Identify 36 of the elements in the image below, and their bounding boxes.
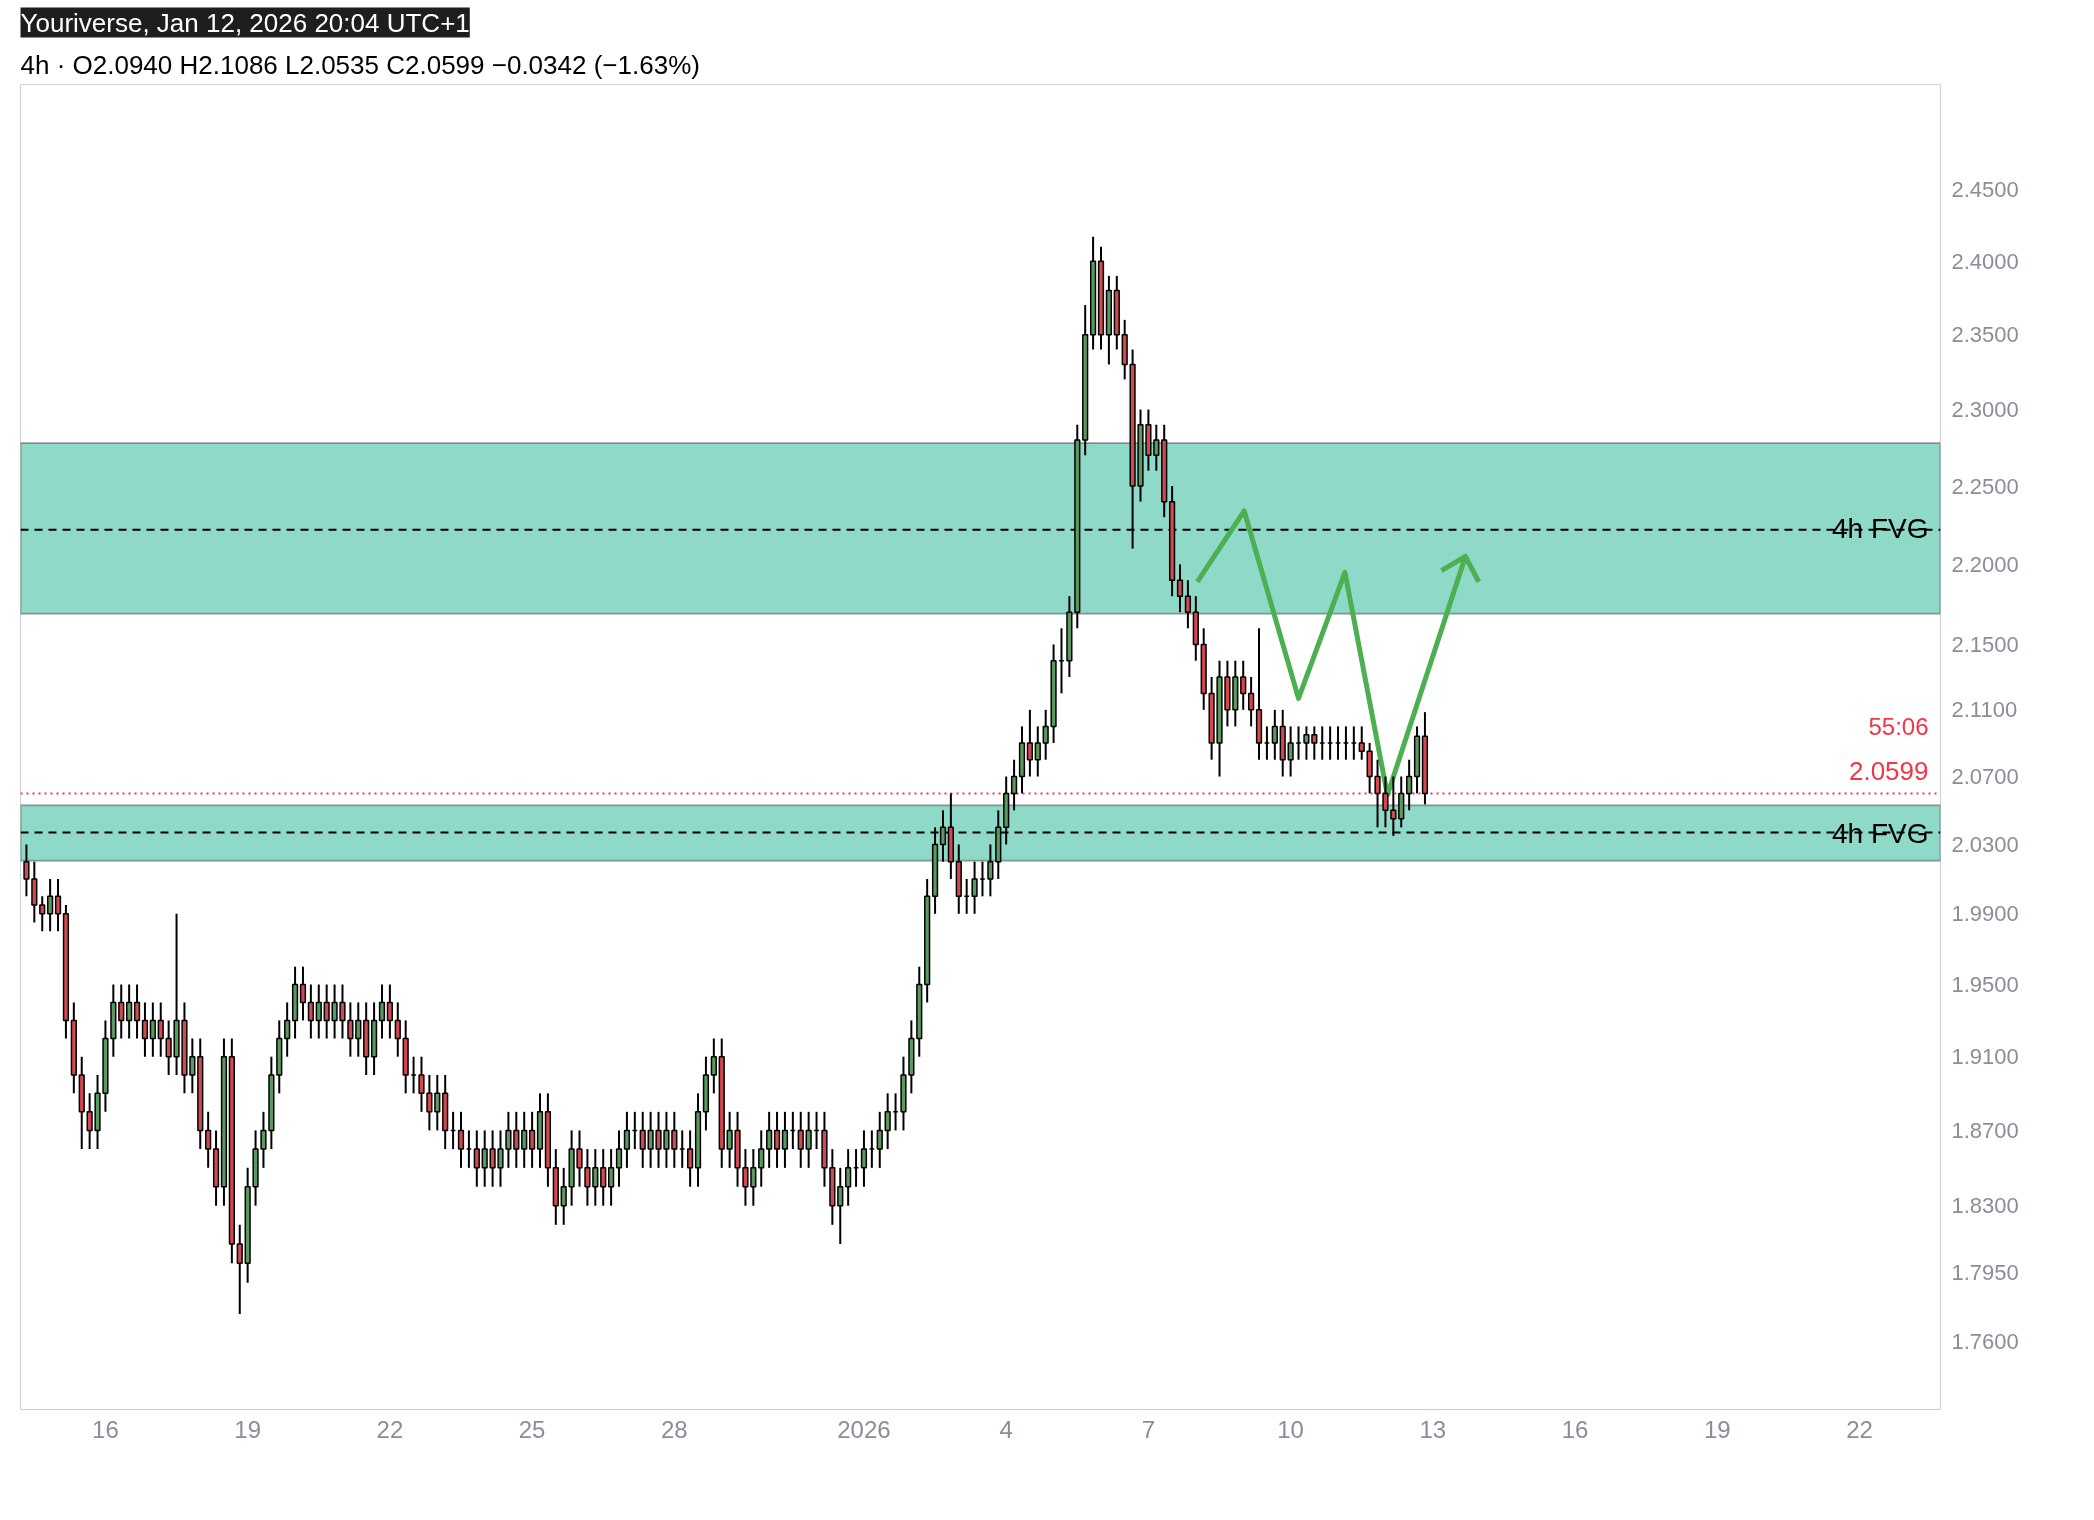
x-tick-label: 19 xyxy=(234,1415,262,1443)
y-tick-label: 2.2500 xyxy=(1951,473,2019,499)
annotation: 55:06 xyxy=(1868,712,1929,740)
x-tick-label: 7 xyxy=(1141,1415,1156,1443)
x-tick-label: 22 xyxy=(1846,1415,1873,1443)
y-tick-label: 2.3000 xyxy=(1951,397,2019,423)
x-tick-label: 4 xyxy=(999,1415,1013,1443)
y-tick-label: 2.1100 xyxy=(1951,697,2018,723)
y-tick-label: 2.0300 xyxy=(1951,831,2019,857)
ref-line-label: 2.0599 xyxy=(1848,755,1929,786)
y-tick-label: 2.1500 xyxy=(1951,631,2019,657)
x-tick-label: 28 xyxy=(660,1415,688,1443)
y-tick-label: 2.2000 xyxy=(1951,551,2019,577)
y-tick-label: 1.9900 xyxy=(1951,901,2019,927)
y-tick-label: 1.8300 xyxy=(1951,1193,2019,1219)
x-tick-label: 13 xyxy=(1419,1415,1447,1443)
y-tick-label: 1.7950 xyxy=(1951,1260,2019,1286)
y-tick-label: 2.4000 xyxy=(1951,248,2019,274)
x-tick-label: 16 xyxy=(92,1415,119,1443)
y-tick-label: 1.7600 xyxy=(1951,1329,2019,1355)
y-tick-label: 1.9500 xyxy=(1951,972,2019,998)
x-tick-label: 19 xyxy=(1703,1415,1731,1443)
band-label: 4h FVG xyxy=(1832,512,1929,544)
x-tick-label: 10 xyxy=(1277,1415,1304,1443)
chart-subtitle: 4h · O2.0940 H2.1086 L2.0535 C2.0599 −0.0342 (−1.63%) xyxy=(20,49,700,80)
x-tick-label: 22 xyxy=(376,1415,404,1443)
x-tick-label: 25 xyxy=(518,1415,546,1443)
x-tick-label: 16 xyxy=(1561,1415,1589,1443)
y-tick-label: 2.4500 xyxy=(1951,177,2019,203)
chart-title: Youriverse, Jan 12, 2026 20:04 UTC+1 xyxy=(20,7,470,38)
y-tick-label: 1.9100 xyxy=(1951,1044,2019,1070)
y-tick-label: 1.8700 xyxy=(1951,1117,2019,1143)
y-tick-label: 2.0700 xyxy=(1951,764,2019,790)
y-tick-label: 2.3500 xyxy=(1951,322,2019,348)
x-tick-label: 2026 xyxy=(837,1415,891,1443)
band-label: 4h FVG xyxy=(1832,817,1929,849)
